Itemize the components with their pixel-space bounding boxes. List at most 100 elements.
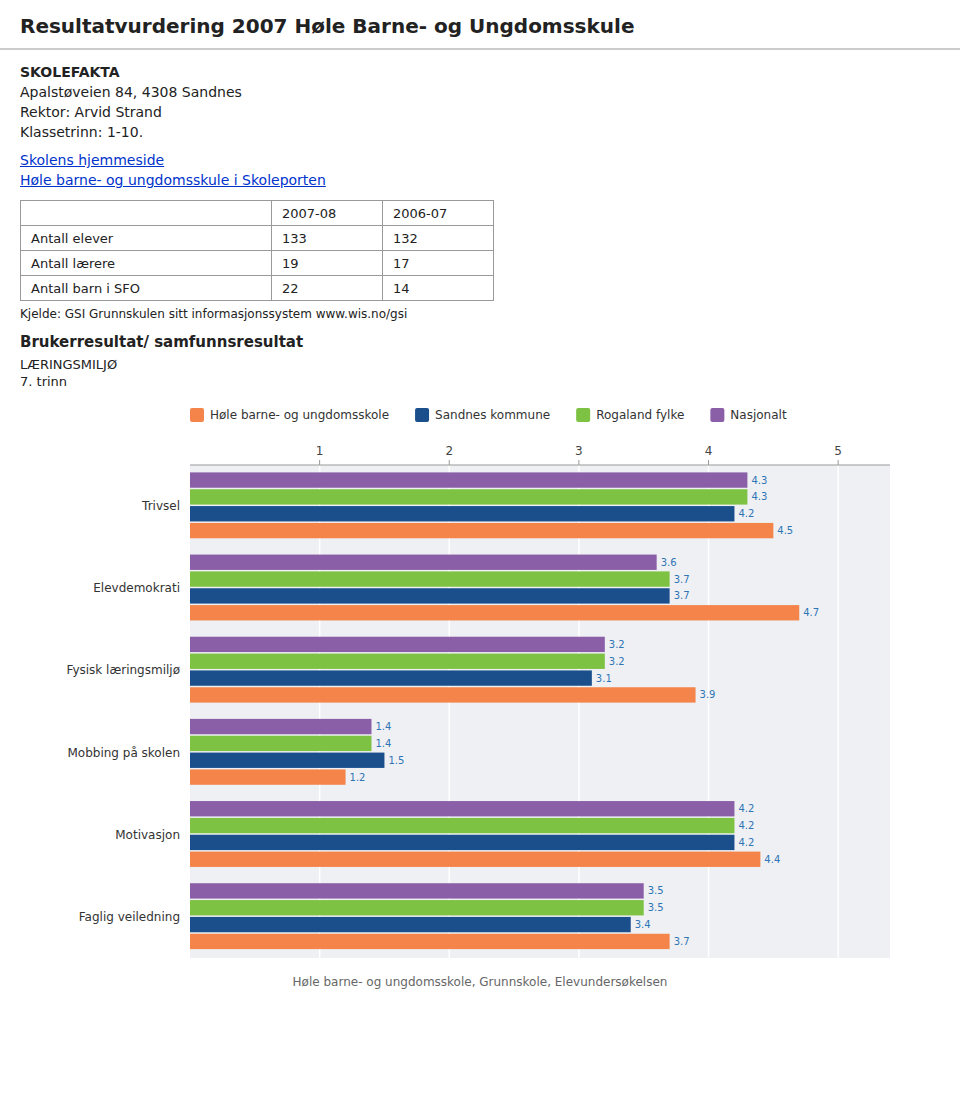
table-cell: 22 [272, 276, 383, 301]
bar [190, 883, 644, 898]
table-cell: Antall lærere [21, 251, 272, 276]
table-cell: 17 [383, 251, 494, 276]
category-label: Motivasjon [115, 828, 180, 842]
category-label: Elevdemokrati [93, 581, 180, 595]
x-axis-line [190, 465, 890, 466]
category-label: Trivsel [141, 499, 180, 513]
bar [190, 605, 799, 620]
bar [190, 571, 670, 586]
table-cell: 133 [272, 226, 383, 251]
info-line: Klassetrinn: 1-10. [20, 122, 940, 142]
section-heading: Brukerresultat/ samfunnsresultat [20, 333, 940, 351]
data-label: 4.2 [738, 820, 754, 831]
table-row: Antall barn i SFO2214 [21, 276, 494, 301]
bar [190, 719, 371, 734]
legend-swatch [190, 408, 204, 422]
tick-label: 3 [575, 444, 583, 458]
table-cell: Antall elever [21, 226, 272, 251]
page-title: Resultatvurdering 2007 Høle Barne- og Un… [0, 0, 960, 50]
tick-label: 2 [445, 444, 453, 458]
plot-area [190, 465, 890, 958]
subsection-label: 7. trinn [20, 374, 940, 389]
data-label: 3.5 [648, 902, 664, 913]
data-label: 3.6 [661, 557, 677, 568]
tick-label: 1 [316, 444, 324, 458]
bar [190, 900, 644, 915]
bar [190, 687, 696, 702]
bar [190, 637, 605, 652]
data-label: 3.4 [635, 919, 651, 930]
bar [190, 818, 734, 833]
legend-label: Høle barne- og ungdomsskole [210, 408, 389, 422]
table-cell: 19 [272, 251, 383, 276]
bar [190, 753, 384, 768]
legend-swatch [415, 408, 429, 422]
bar [190, 654, 605, 669]
category-label: Fysisk læringsmiljø [67, 663, 180, 677]
link-text: Høle barne- og ungdomsskule i Skoleporte… [20, 170, 940, 190]
info-heading: SKOLEFAKTA [20, 62, 940, 82]
tick-label: 5 [834, 444, 842, 458]
section-label: LÆRINGSMILJØ [20, 357, 940, 372]
table-cell [21, 201, 272, 226]
table-cell: 2007-08 [272, 201, 383, 226]
legend-label: Nasjonalt [730, 408, 787, 422]
grid-line [708, 465, 710, 958]
table-cell: 14 [383, 276, 494, 301]
data-label: 3.2 [609, 639, 625, 650]
data-label: 3.7 [674, 590, 690, 601]
data-label: 4.2 [738, 837, 754, 848]
data-label: 4.5 [777, 525, 793, 536]
footer-text: Høle barne- og ungdomsskole, Grunnskole,… [20, 975, 940, 989]
page-body: SKOLEFAKTAApalstøveien 84, 4308 SandnesR… [0, 62, 960, 989]
table-row: Antall elever133132 [21, 226, 494, 251]
category-label: Faglig veiledning [79, 910, 180, 924]
table-cell: 132 [383, 226, 494, 251]
bar [190, 917, 631, 932]
data-label: 4.2 [738, 803, 754, 814]
tick-mark [838, 460, 839, 465]
tick-mark [708, 460, 709, 465]
bar [190, 736, 371, 751]
bar [190, 523, 773, 538]
bar [190, 588, 670, 603]
data-labels: 4.54.24.34.34.73.73.73.63.93.13.23.21.21… [350, 475, 820, 947]
bar [190, 835, 734, 850]
links: Skolens hjemmesideHøle barne- og ungdoms… [20, 150, 940, 190]
table-cell: 2006-07 [383, 201, 494, 226]
bar [190, 506, 734, 521]
legend-label: Rogaland fylke [596, 408, 684, 422]
bars [190, 472, 799, 949]
data-label: 4.3 [751, 475, 767, 486]
bar [190, 555, 657, 570]
data-label: 4.7 [803, 607, 819, 618]
data-label: 3.7 [674, 936, 690, 947]
table-row: 2007-082006-07 [21, 201, 494, 226]
bar-chart: Høle barne- og ungdomsskole Sandnes kommu… [20, 393, 940, 973]
category-label: Mobbing på skolen [67, 746, 180, 760]
facts-table: 2007-082006-07Antall elever133132Antall … [20, 200, 494, 301]
bar [190, 934, 670, 949]
source-text: Kjelde: GSI Grunnskulen sitt informasjon… [20, 307, 940, 321]
table-row: Antall lærere1917 [21, 251, 494, 276]
bar [190, 472, 747, 487]
info-line: Apalstøveien 84, 4308 Sandnes [20, 82, 940, 102]
info-line: Rektor: Arvid Strand [20, 102, 940, 122]
data-label: 4.3 [751, 491, 767, 502]
data-label: 4.2 [738, 508, 754, 519]
data-label: 3.5 [648, 885, 664, 896]
data-label: 1.5 [388, 755, 404, 766]
tick-mark [449, 460, 450, 465]
tick-mark [319, 460, 320, 465]
data-label: 4.4 [764, 854, 780, 865]
data-label: 3.9 [700, 689, 716, 700]
tick-mark [578, 460, 579, 465]
bar [190, 801, 734, 816]
legend-label: Sandnes kommune [435, 408, 550, 422]
bar [190, 769, 346, 784]
bar [190, 670, 592, 685]
data-label: 3.7 [674, 574, 690, 585]
data-label: 3.2 [609, 656, 625, 667]
data-label: 1.2 [350, 772, 366, 783]
legend-swatch [710, 408, 724, 422]
